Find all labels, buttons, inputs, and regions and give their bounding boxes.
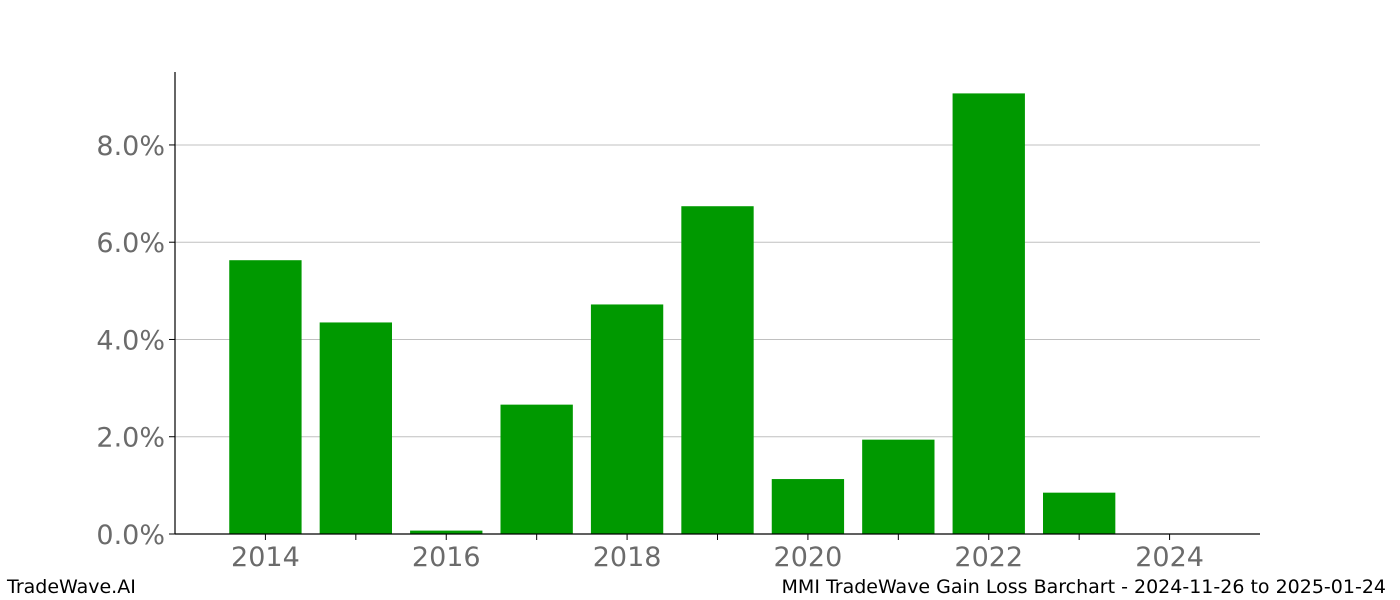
bar	[952, 93, 1025, 535]
x-tick-label: 2024	[1135, 542, 1204, 573]
y-tick-label: 2.0%	[96, 423, 165, 454]
bar	[319, 322, 392, 534]
footer-caption: MMI TradeWave Gain Loss Barchart - 2024-…	[781, 576, 1386, 598]
axes	[169, 72, 1260, 540]
bar	[681, 206, 754, 535]
footer-brand: TradeWave.AI	[7, 576, 136, 598]
tick-labels: 0.0% 2.0% 4.0% 6.0% 8.0% 2014 2016 2018 2020 2022…	[96, 131, 1204, 573]
bar	[229, 260, 302, 534]
bars	[229, 93, 1116, 535]
x-tick-label: 2016	[412, 542, 481, 573]
y-tick-label: 8.0%	[96, 131, 165, 162]
bar	[862, 439, 935, 534]
bar	[1043, 492, 1116, 534]
x-tick-label: 2018	[593, 542, 662, 573]
bar	[590, 304, 664, 534]
y-tick-label: 0.0%	[96, 520, 165, 551]
x-tick-label: 2014	[231, 542, 300, 573]
bar	[500, 404, 573, 534]
x-tick-label: 2020	[774, 542, 843, 573]
y-tick-label: 4.0%	[96, 325, 165, 356]
bar	[771, 479, 845, 534]
y-tick-label: 6.0%	[96, 228, 165, 259]
x-tick-label: 2022	[954, 542, 1023, 573]
bar	[410, 530, 483, 534]
